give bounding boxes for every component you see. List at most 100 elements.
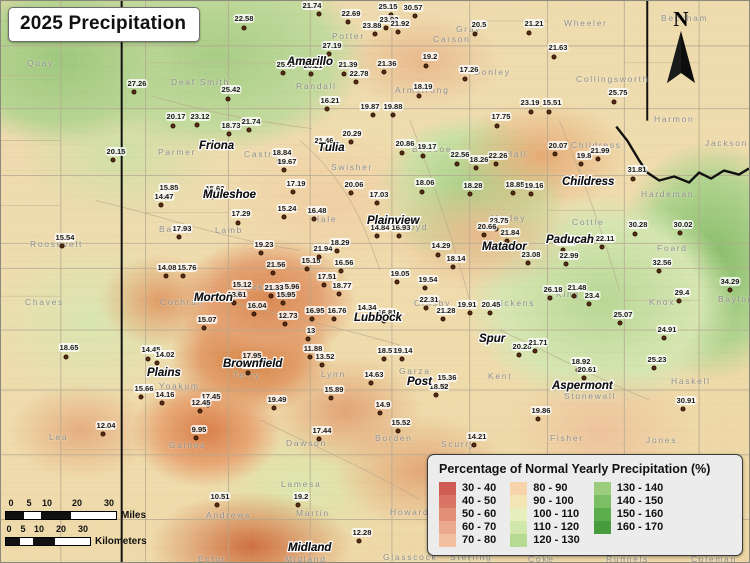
station-point[interactable]: [209, 194, 215, 200]
station-point[interactable]: [450, 264, 456, 270]
station-point[interactable]: [159, 400, 165, 406]
station-point[interactable]: [535, 416, 541, 422]
station-point[interactable]: [433, 392, 439, 398]
station-point[interactable]: [394, 279, 400, 285]
station-point[interactable]: [422, 285, 428, 291]
station-point[interactable]: [419, 189, 425, 195]
station-point[interactable]: [504, 238, 510, 244]
station-point[interactable]: [100, 431, 106, 437]
station-point[interactable]: [353, 79, 359, 85]
station-point[interactable]: [370, 112, 376, 118]
station-point[interactable]: [677, 230, 683, 236]
station-point[interactable]: [304, 266, 310, 272]
station-point[interactable]: [280, 300, 286, 306]
station-point[interactable]: [383, 25, 389, 31]
station-point[interactable]: [377, 410, 383, 416]
station-point[interactable]: [661, 335, 667, 341]
station-point[interactable]: [158, 202, 164, 208]
station-point[interactable]: [467, 310, 473, 316]
station-point[interactable]: [396, 233, 402, 239]
station-point[interactable]: [323, 146, 329, 152]
station-point[interactable]: [680, 406, 686, 412]
station-point[interactable]: [226, 131, 232, 137]
station-point[interactable]: [154, 360, 160, 366]
station-point[interactable]: [454, 161, 460, 167]
station-point[interactable]: [145, 356, 151, 362]
station-point[interactable]: [197, 408, 203, 414]
station-point[interactable]: [423, 63, 429, 69]
station-point[interactable]: [311, 216, 317, 222]
station-point[interactable]: [308, 71, 314, 77]
station-point[interactable]: [180, 273, 186, 279]
station-point[interactable]: [399, 150, 405, 156]
station-point[interactable]: [487, 310, 493, 316]
station-point[interactable]: [356, 538, 362, 544]
station-point[interactable]: [63, 354, 69, 360]
station-point[interactable]: [131, 89, 137, 95]
station-point[interactable]: [571, 293, 577, 299]
station-point[interactable]: [547, 295, 553, 301]
station-point[interactable]: [630, 176, 636, 182]
station-point[interactable]: [271, 405, 277, 411]
station-point[interactable]: [467, 191, 473, 197]
station-point[interactable]: [295, 502, 301, 508]
station-point[interactable]: [526, 30, 532, 36]
station-point[interactable]: [331, 316, 337, 322]
station-point[interactable]: [528, 191, 534, 197]
station-point[interactable]: [481, 232, 487, 238]
station-point[interactable]: [532, 348, 538, 354]
station-point[interactable]: [381, 318, 387, 324]
station-point[interactable]: [471, 442, 477, 448]
station-point[interactable]: [328, 395, 334, 401]
station-point[interactable]: [412, 13, 418, 19]
station-point[interactable]: [423, 305, 429, 311]
station-point[interactable]: [231, 300, 237, 306]
station-point[interactable]: [374, 200, 380, 206]
station-point[interactable]: [676, 298, 682, 304]
station-point[interactable]: [381, 356, 387, 362]
station-point[interactable]: [510, 190, 516, 196]
station-point[interactable]: [245, 370, 251, 376]
station-point[interactable]: [494, 123, 500, 129]
station-point[interactable]: [321, 282, 327, 288]
station-point[interactable]: [416, 93, 422, 99]
station-point[interactable]: [235, 220, 241, 226]
station-point[interactable]: [420, 153, 426, 159]
station-point[interactable]: [345, 19, 351, 25]
station-point[interactable]: [258, 250, 264, 256]
station-point[interactable]: [194, 122, 200, 128]
station-point[interactable]: [281, 167, 287, 173]
station-point[interactable]: [368, 380, 374, 386]
station-point[interactable]: [395, 29, 401, 35]
station-point[interactable]: [395, 428, 401, 434]
station-point[interactable]: [651, 365, 657, 371]
station-point[interactable]: [201, 325, 207, 331]
station-point[interactable]: [361, 313, 367, 319]
station-point[interactable]: [251, 311, 257, 317]
station-point[interactable]: [632, 231, 638, 237]
station-point[interactable]: [599, 244, 605, 250]
station-point[interactable]: [617, 320, 623, 326]
station-point[interactable]: [336, 291, 342, 297]
station-point[interactable]: [316, 436, 322, 442]
station-point[interactable]: [473, 165, 479, 171]
station-point[interactable]: [280, 70, 286, 76]
station-point[interactable]: [307, 354, 313, 360]
station-point[interactable]: [338, 268, 344, 274]
station-point[interactable]: [595, 156, 601, 162]
station-point[interactable]: [578, 161, 584, 167]
station-point[interactable]: [381, 69, 387, 75]
station-point[interactable]: [193, 435, 199, 441]
station-point[interactable]: [586, 301, 592, 307]
station-point[interactable]: [528, 109, 534, 115]
station-point[interactable]: [225, 96, 231, 102]
station-point[interactable]: [324, 106, 330, 112]
station-point[interactable]: [462, 76, 468, 82]
station-point[interactable]: [110, 157, 116, 163]
station-point[interactable]: [563, 261, 569, 267]
station-point[interactable]: [440, 316, 446, 322]
station-point[interactable]: [319, 362, 325, 368]
station-point[interactable]: [552, 151, 558, 157]
station-point[interactable]: [334, 248, 340, 254]
station-point[interactable]: [656, 268, 662, 274]
